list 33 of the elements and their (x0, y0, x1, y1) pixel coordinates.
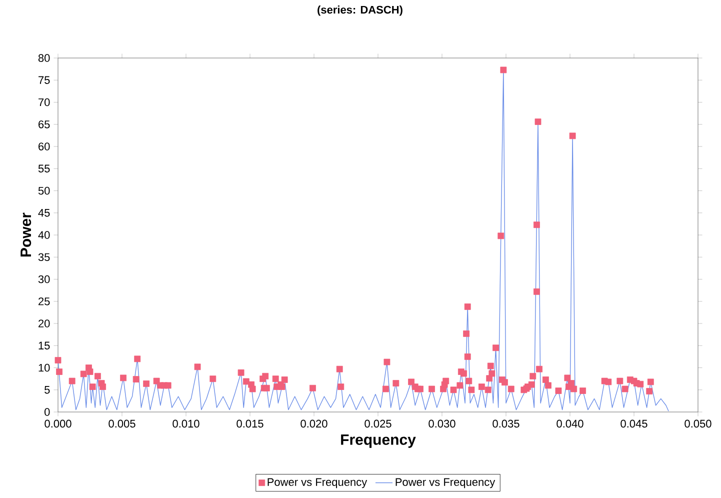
y-tick-label: 65 (38, 120, 50, 128)
y-tick-label: 35 (38, 253, 50, 262)
x-tick-label: 0.010 (172, 420, 200, 428)
y-tick-label: 75 (38, 76, 50, 84)
y-tick-label: 55 (38, 164, 50, 172)
y-tick-label: 10 (38, 364, 50, 372)
y-tick-label: 70 (38, 98, 50, 106)
legend-label: Power vs Frequency (396, 478, 496, 488)
y-tick-label: 25 (38, 297, 50, 306)
y-tick-label: 45 (38, 209, 50, 217)
y-tick-label: 30 (38, 275, 50, 284)
x-tick-label: 0.040 (556, 420, 584, 428)
x-tick-label: 0.025 (364, 420, 392, 428)
y-tick-label: 0 (44, 408, 50, 416)
x-tick-label: 0.030 (428, 420, 456, 428)
x-tick-label: 0.005 (108, 420, 136, 428)
x-tick-label: 0.045 (620, 420, 648, 428)
x-axis-title: Frequency (341, 434, 416, 448)
x-tick-label: 0.020 (300, 420, 328, 428)
y-tick-label: 50 (38, 186, 50, 195)
legend-label: Power vs Frequency (268, 478, 368, 488)
x-tick-label: 0.015 (236, 420, 264, 428)
y-tick-label: 20 (38, 320, 50, 328)
y-tick-label: 60 (38, 142, 50, 150)
y-tick-label: 40 (38, 231, 50, 239)
x-tick-label: 0.000 (44, 420, 72, 428)
x-tick-label: 0.035 (492, 420, 520, 428)
y-axis-title: Power (20, 212, 32, 256)
y-tick-label: 5 (44, 386, 50, 394)
y-tick-label: 15 (38, 342, 50, 350)
y-tick-label: 80 (38, 54, 50, 62)
chart-subtitle: (series: DASCH) (318, 6, 402, 16)
x-tick-label: 0.050 (684, 420, 712, 428)
